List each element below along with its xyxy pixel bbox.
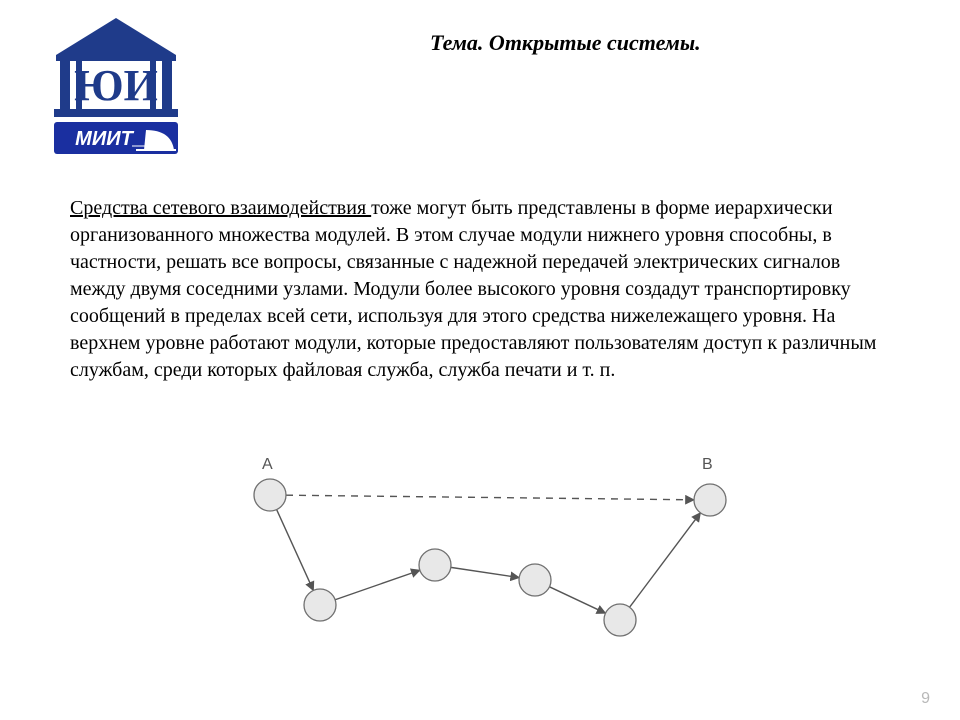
- logo: ЮИ МИИТ: [36, 10, 196, 160]
- header: ЮИ МИИТ Тема. Открытые системы.: [0, 0, 960, 165]
- node: [254, 479, 286, 511]
- page-title: Тема. Открытые системы.: [430, 30, 701, 56]
- edge: [286, 495, 694, 500]
- lead-phrase: Средства сетевого взаимодействия: [70, 197, 371, 219]
- edge: [630, 513, 701, 607]
- edge: [549, 587, 605, 613]
- network-diagram: AB: [200, 445, 760, 655]
- edge: [335, 570, 420, 599]
- node: [694, 484, 726, 516]
- node: [519, 564, 551, 596]
- page-number: 9: [921, 690, 930, 708]
- body-paragraph: Средства сетевого взаимодействия тоже мо…: [70, 195, 890, 384]
- logo-top-text: ЮИ: [74, 61, 158, 110]
- edge: [451, 567, 519, 577]
- body-rest: тоже могут быть представлены в форме иер…: [70, 197, 876, 381]
- node: [604, 604, 636, 636]
- node-label: A: [262, 456, 273, 473]
- node: [304, 589, 336, 621]
- node: [419, 549, 451, 581]
- logo-bottom-text: МИИТ: [75, 128, 134, 150]
- node-label: B: [702, 456, 713, 473]
- edge: [277, 510, 314, 591]
